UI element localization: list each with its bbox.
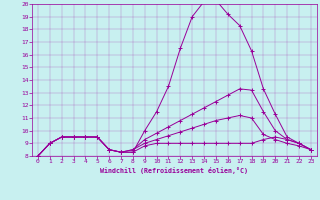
X-axis label: Windchill (Refroidissement éolien,°C): Windchill (Refroidissement éolien,°C) — [100, 167, 248, 174]
